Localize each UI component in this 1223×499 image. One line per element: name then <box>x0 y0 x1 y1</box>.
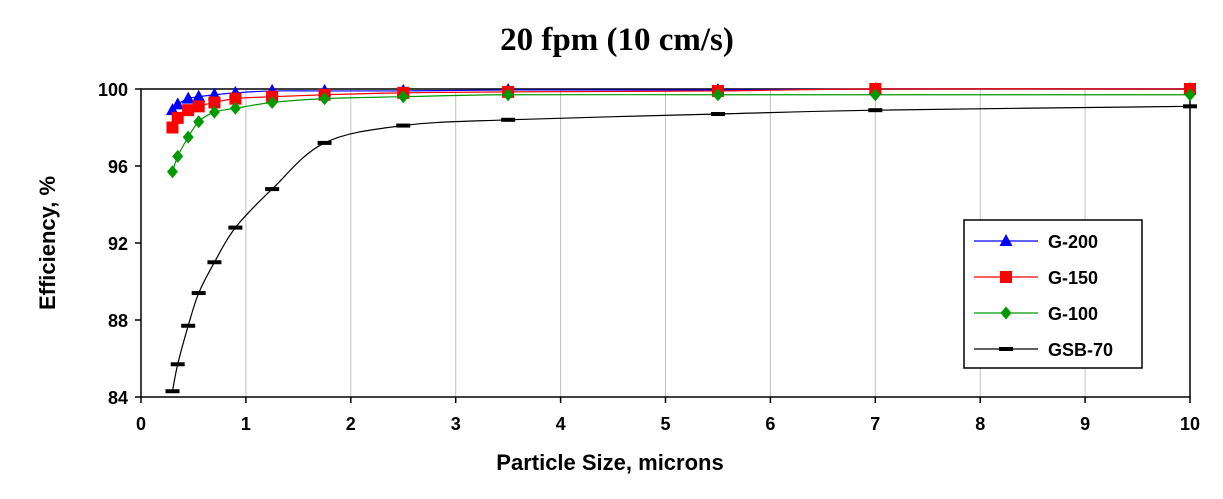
y-tick-label: 100 <box>98 80 128 100</box>
data-point <box>868 108 883 113</box>
legend-item: GSB-70 <box>974 340 1113 360</box>
data-point <box>172 149 184 163</box>
data-point <box>229 92 242 105</box>
data-point <box>1183 104 1197 109</box>
series-g-100 <box>166 88 1196 179</box>
data-point <box>1184 88 1196 102</box>
legend-label: G-200 <box>1048 232 1098 252</box>
legend-item: G-150 <box>974 268 1098 288</box>
x-tick-label: 9 <box>1080 414 1090 434</box>
data-point <box>166 165 178 179</box>
data-point <box>208 105 220 119</box>
data-point <box>397 90 409 104</box>
grid <box>245 89 1086 397</box>
legend-label: G-150 <box>1048 268 1098 288</box>
data-point <box>208 96 221 109</box>
series-gsb-70 <box>165 104 1197 394</box>
legend-marker <box>1000 306 1012 320</box>
data-point <box>182 130 194 144</box>
data-point <box>182 104 195 117</box>
data-point <box>193 115 205 129</box>
legend-marker <box>1000 271 1012 283</box>
data-point <box>171 111 184 124</box>
data-point <box>207 260 222 265</box>
data-point <box>165 389 180 394</box>
x-tick-label: 5 <box>660 414 670 434</box>
data-point <box>191 291 206 296</box>
axis-ticks: 0 1 2 3 4 5 6 7 8 9 10 84 88 92 96 100 <box>98 80 1200 434</box>
y-tick-label: 84 <box>108 388 128 408</box>
y-tick-label: 92 <box>108 234 128 254</box>
legend-item: G-200 <box>974 232 1098 252</box>
legend-box <box>963 219 1143 369</box>
legend-item: G-100 <box>974 304 1098 324</box>
y-tick-label: 96 <box>108 157 128 177</box>
data-point <box>166 121 179 134</box>
data-point <box>712 88 724 102</box>
data-point <box>171 97 185 110</box>
data-point <box>501 117 516 122</box>
data-point <box>266 95 278 109</box>
legend-label: G-100 <box>1048 304 1098 324</box>
x-tick-label: 4 <box>556 414 566 434</box>
legend-marker <box>999 347 1013 351</box>
legend: G-200 G-150 G-100 GSB-70 <box>963 219 1143 369</box>
x-tick-label: 7 <box>870 414 880 434</box>
x-tick-label: 1 <box>241 414 251 434</box>
x-tick-label: 8 <box>975 414 985 434</box>
data-point <box>181 323 196 328</box>
data-point <box>265 187 280 192</box>
data-point <box>228 225 243 230</box>
series-line <box>171 105 1191 392</box>
x-tick-label: 6 <box>765 414 775 434</box>
data-point <box>319 92 331 106</box>
series-line <box>171 94 1190 172</box>
y-tick-label: 88 <box>108 311 128 331</box>
x-tick-label: 10 <box>1180 414 1200 434</box>
data-point <box>869 88 881 102</box>
data-point <box>181 91 195 104</box>
legend-marker <box>999 234 1013 246</box>
x-tick-label: 2 <box>346 414 356 434</box>
x-tick-label: 3 <box>451 414 461 434</box>
data-point <box>192 100 205 113</box>
data-point <box>317 140 332 145</box>
x-axis-label: Particle Size, microns <box>496 450 723 475</box>
data-point <box>710 112 725 117</box>
y-axis-label: Efficiency, % <box>35 176 60 310</box>
data-point <box>502 88 514 102</box>
data-point <box>192 89 206 102</box>
legend-label: GSB-70 <box>1048 340 1113 360</box>
chart-title: 20 fpm (10 cm/s) <box>500 22 734 58</box>
data-point <box>396 123 411 128</box>
series-group <box>165 82 1197 394</box>
x-tick-label: 0 <box>136 414 146 434</box>
data-point <box>229 101 241 115</box>
data-point <box>170 362 185 367</box>
